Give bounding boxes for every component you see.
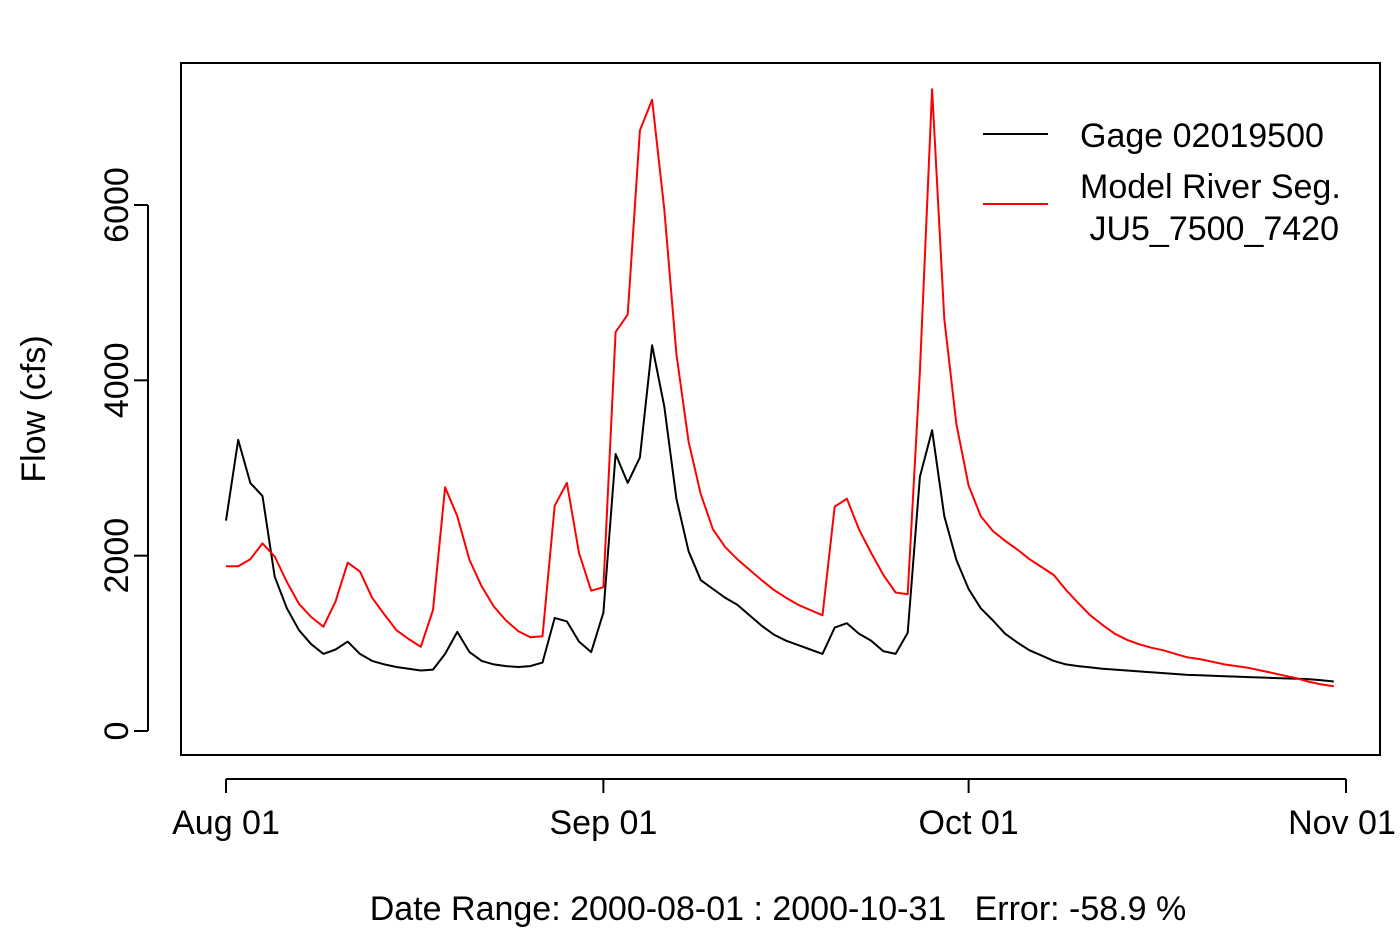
legend: Gage 02019500 Model River Seg. JU5_7500_… [983,117,1341,248]
legend-label-model: Model River Seg. [1080,168,1341,206]
x-tick-label: Oct 01 [919,804,1019,842]
legend-label-gage: Gage 02019500 [1080,117,1324,155]
y-tick-label: 4000 [98,343,136,419]
y-tick-label: 2000 [98,518,136,594]
x-axis: Aug 01 Sep 01 Oct 01 Nov 01 [172,778,1396,842]
y-axis-title: Flow (cfs) [15,335,53,482]
y-tick-label: 0 [98,722,136,741]
x-tick-label: Sep 01 [550,804,658,842]
x-tick-label: Aug 01 [172,804,280,842]
series-line-gage [225,344,1334,683]
x-tick-label: Nov 01 [1288,804,1396,842]
plot-frame [180,62,1381,756]
x-axis-title: Date Range: 2000-08-01 : 2000-10-31 Erro… [370,890,1186,928]
y-axis: 0 2000 4000 6000 [98,167,149,741]
legend-label-model-line2: JU5_7500_7420 [1080,210,1339,248]
series-line-model [226,88,1334,688]
y-tick-label: 6000 [98,167,136,243]
series-layer [225,88,1334,688]
